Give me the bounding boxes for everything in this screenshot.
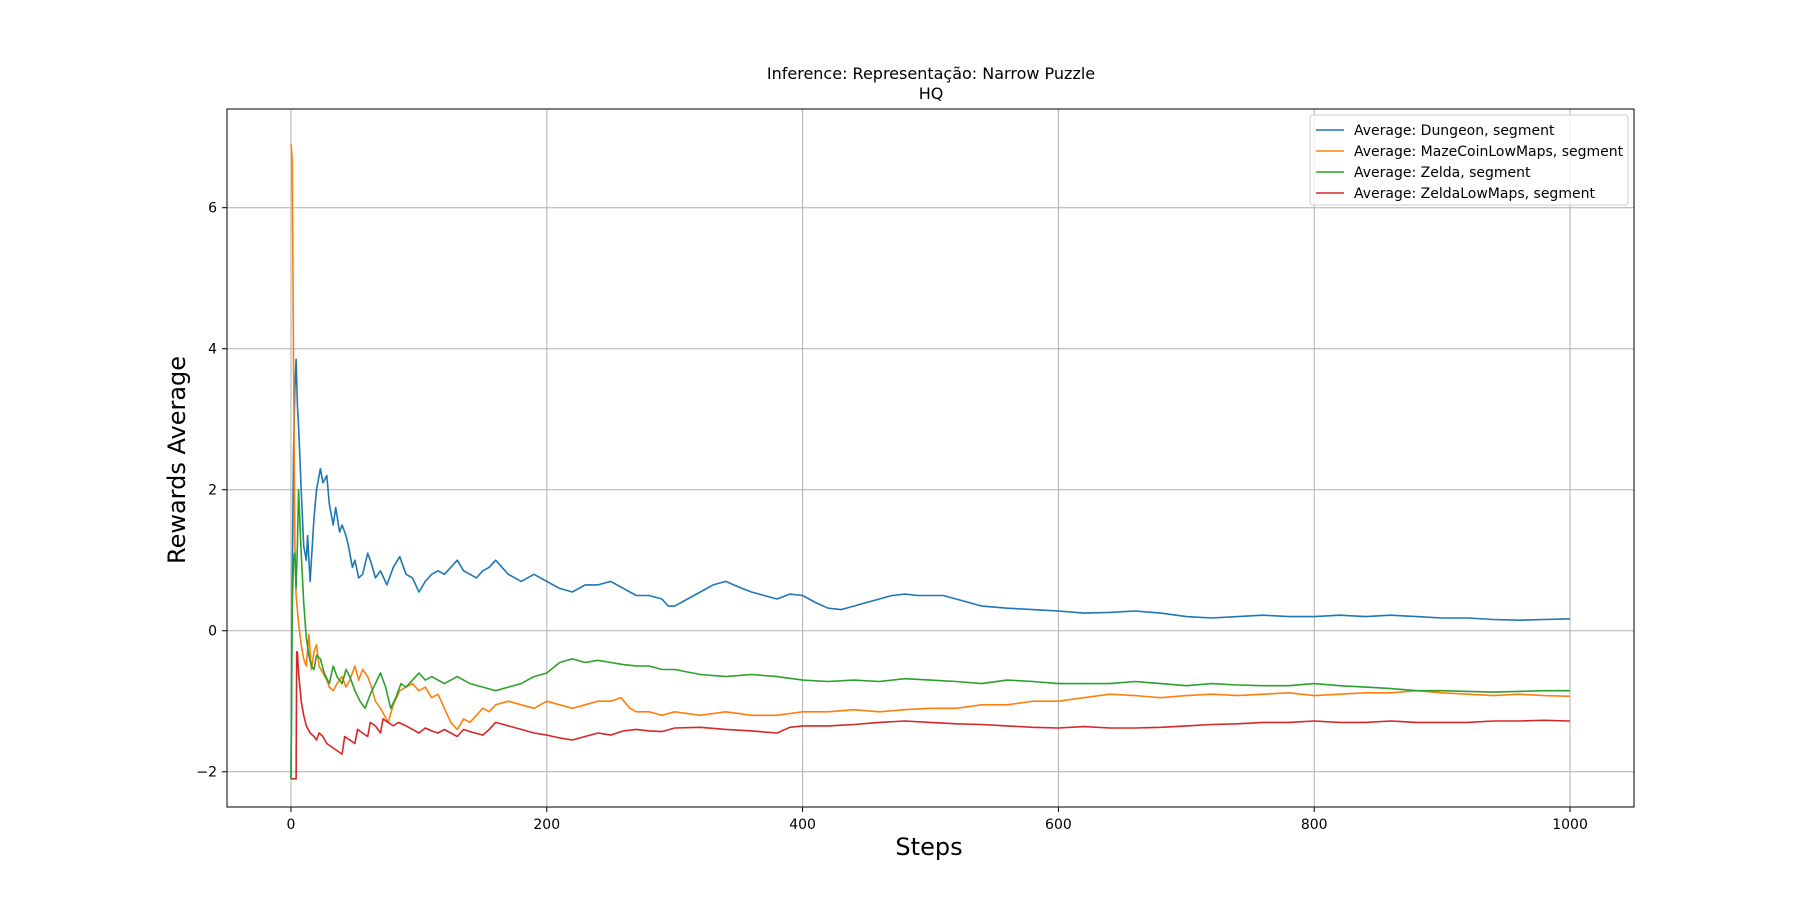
y-tick-label: −2 (196, 765, 217, 781)
series-layer (290, 144, 1571, 780)
series-line-0 (290, 358, 1571, 779)
y-tick-label: 0 (208, 624, 217, 640)
chart-title: Inference: Representação: Narrow Puzzle (767, 64, 1095, 83)
chart-subtitle: HQ (919, 84, 944, 103)
legend: Average: Dungeon, segment Average: MazeCo… (1309, 114, 1629, 206)
y-tick-label: 4 (208, 342, 217, 358)
x-tick-label: 200 (533, 817, 560, 833)
y-axis: −2 0 2 4 6 (196, 201, 227, 781)
series-line-3 (291, 651, 1571, 780)
legend-box (1309, 114, 1629, 206)
x-axis-label: Steps (895, 833, 962, 861)
x-axis: 0 200 400 600 800 1000 (286, 807, 1588, 833)
plot-frame (226, 108, 1635, 808)
legend-label: Average: Zelda, segment (1354, 165, 1531, 181)
y-tick-label: 2 (208, 483, 217, 499)
legend-label: Average: MazeCoinLowMaps, segment (1354, 144, 1624, 160)
legend-label: Average: ZeldaLowMaps, segment (1354, 186, 1595, 202)
x-tick-label: 1000 (1552, 817, 1588, 833)
legend-label: Average: Dungeon, segment (1354, 123, 1555, 139)
y-axis-label: Rewards Average (163, 356, 191, 564)
series-line-1 (290, 144, 1571, 731)
x-tick-label: 0 (286, 817, 295, 833)
x-tick-label: 400 (789, 817, 816, 833)
grid-lines (227, 109, 1634, 807)
y-tick-label: 6 (208, 201, 217, 217)
x-tick-label: 800 (1301, 817, 1328, 833)
series-line-2 (290, 488, 1570, 779)
x-tick-label: 600 (1045, 817, 1072, 833)
